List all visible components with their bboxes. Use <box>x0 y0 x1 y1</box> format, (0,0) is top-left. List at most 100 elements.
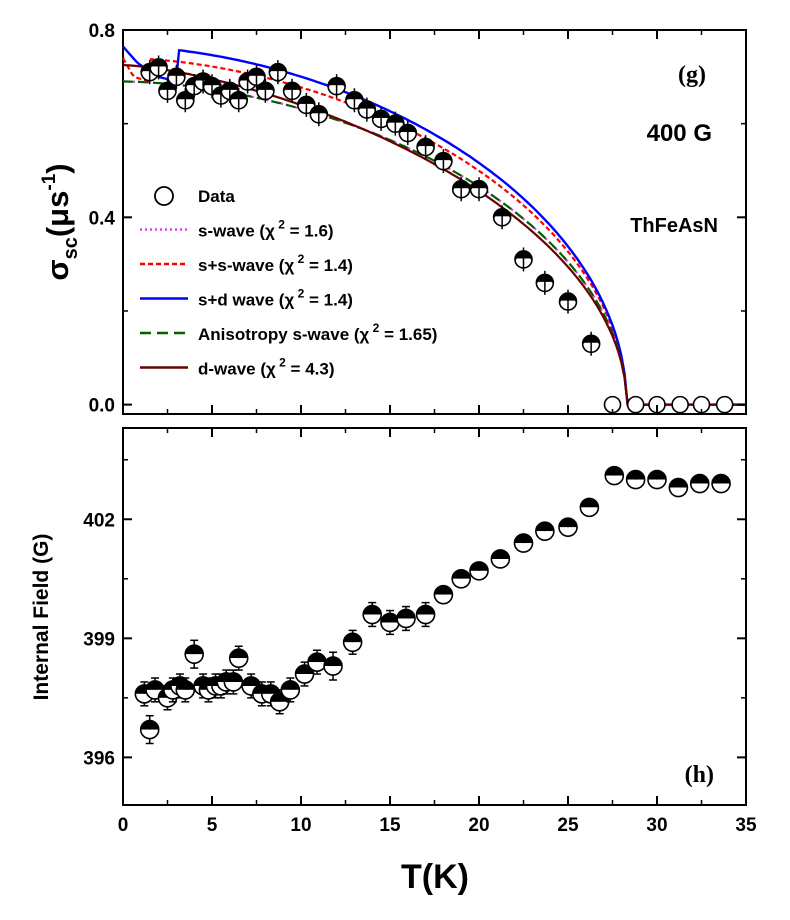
marker-bottom-half <box>295 674 314 684</box>
marker-outline <box>415 604 436 625</box>
marker-bottom-half <box>580 507 599 517</box>
field-point <box>415 601 436 628</box>
field-marker <box>689 473 710 494</box>
marker-outline <box>711 473 731 494</box>
marker-bottom-half <box>229 658 248 668</box>
marker-top-half <box>381 613 399 623</box>
data-point <box>149 55 168 80</box>
field-marker <box>490 549 511 569</box>
data-point <box>581 331 601 356</box>
marker-bottom-half <box>669 487 688 497</box>
marker-bottom-half <box>140 729 159 739</box>
field-marker <box>625 469 646 490</box>
marker-top-half <box>185 645 204 655</box>
marker-bottom-half <box>343 642 362 652</box>
legend: Data s-wave (χ 2 = 1.6) s+s-wave (χ 2 = 1.… <box>140 186 437 379</box>
field-marker <box>396 608 416 629</box>
data-point <box>535 270 555 295</box>
field-point <box>342 629 363 655</box>
g-ytick-label: 0.4 <box>89 208 116 229</box>
ylabel-sigma: σ <box>40 259 75 280</box>
fit-curve-s-s-wave <box>122 57 746 406</box>
marker-top-half <box>242 676 261 686</box>
marker-bottom-half <box>281 689 300 699</box>
panel-g-x-ticks <box>122 30 747 414</box>
field-marker <box>342 632 363 653</box>
legend-item-s: s-wave (χ 2 = 1.6) <box>140 218 334 241</box>
data-point <box>256 78 275 103</box>
marker-top-half <box>514 534 533 544</box>
field-point <box>433 584 454 605</box>
field-marker <box>535 521 555 541</box>
field-point <box>294 661 315 687</box>
field-point <box>604 465 625 486</box>
marker-outline <box>513 533 534 553</box>
panel-g: 0.0 0.4 0.8 (g) 400 G ThFeAsN Data s-wave (… <box>39 21 747 417</box>
marker-bottom-half <box>690 483 709 493</box>
marker-bottom-half <box>491 558 510 568</box>
field-point <box>625 469 646 490</box>
marker-top-half <box>281 680 300 690</box>
legend-label: Anisotropy s-wave (χ 2 = 1.65) <box>198 321 437 344</box>
field-marker <box>579 497 600 518</box>
panel-h: 396 399 402 0 5 10 15 20 25 30 35 (h) Internal Fi… <box>30 427 757 896</box>
compound-annotation: ThFeAsN <box>630 215 718 237</box>
field-marker <box>362 604 383 625</box>
field-point <box>558 517 578 538</box>
field-marker <box>558 517 578 538</box>
marker-outline <box>323 656 343 676</box>
field-marker <box>469 561 489 581</box>
marker-top-half <box>605 466 624 476</box>
x-tick-label: 35 <box>735 815 757 836</box>
field-marker <box>307 652 327 672</box>
marker-top-half <box>397 609 416 619</box>
field-marker <box>513 533 534 553</box>
marker-bottom-half <box>308 662 327 672</box>
marker-top-half <box>690 474 709 484</box>
field-marker <box>139 719 160 740</box>
ylabel-unit-sup: -1 <box>39 173 60 190</box>
field-marker <box>380 612 400 633</box>
field-point <box>380 609 400 636</box>
data-point <box>282 78 302 103</box>
field-point <box>535 521 555 541</box>
marker-outline <box>342 632 363 653</box>
data-point <box>176 88 195 113</box>
field-point <box>396 605 416 632</box>
data-point <box>492 205 512 230</box>
g-ytick-label: 0.0 <box>89 396 115 417</box>
legend-label: s-wave (χ 2 = 1.6) <box>198 218 334 241</box>
h-ytick-label: 399 <box>83 629 115 650</box>
legend-item-data: Data <box>154 186 235 206</box>
marker-outline <box>625 469 646 490</box>
marker-top-half <box>491 549 510 559</box>
marker-top-half <box>140 720 159 730</box>
ylabel-sub: sc <box>60 237 82 259</box>
data-point <box>514 247 533 272</box>
field-point <box>689 473 710 494</box>
legend-item-d: d-wave (χ 2 = 4.3) <box>140 356 335 379</box>
marker-bottom-half <box>224 681 243 691</box>
data-point <box>345 88 364 113</box>
marker-outline <box>433 584 454 605</box>
field-point <box>513 533 534 553</box>
field-point <box>362 601 383 628</box>
marker-top-half <box>176 680 195 690</box>
field-marker <box>184 644 204 665</box>
marker-outline <box>280 680 301 700</box>
marker-bottom-half <box>176 689 195 699</box>
x-tick-label: 30 <box>646 815 667 836</box>
marker-top-half <box>580 498 599 508</box>
marker-bottom-half <box>324 666 343 676</box>
marker-top-half <box>363 605 382 615</box>
marker-top-half <box>416 605 435 615</box>
marker-top-half <box>324 657 343 667</box>
data-point <box>309 102 329 127</box>
field-marker <box>711 473 731 494</box>
data-point <box>416 135 435 160</box>
x-tick-label: 20 <box>468 815 489 836</box>
legend-item-ss: s+s-wave (χ 2 = 1.4) <box>140 252 353 275</box>
marker-bottom-half <box>514 543 533 553</box>
field-point <box>579 497 600 518</box>
field-point <box>647 469 667 490</box>
